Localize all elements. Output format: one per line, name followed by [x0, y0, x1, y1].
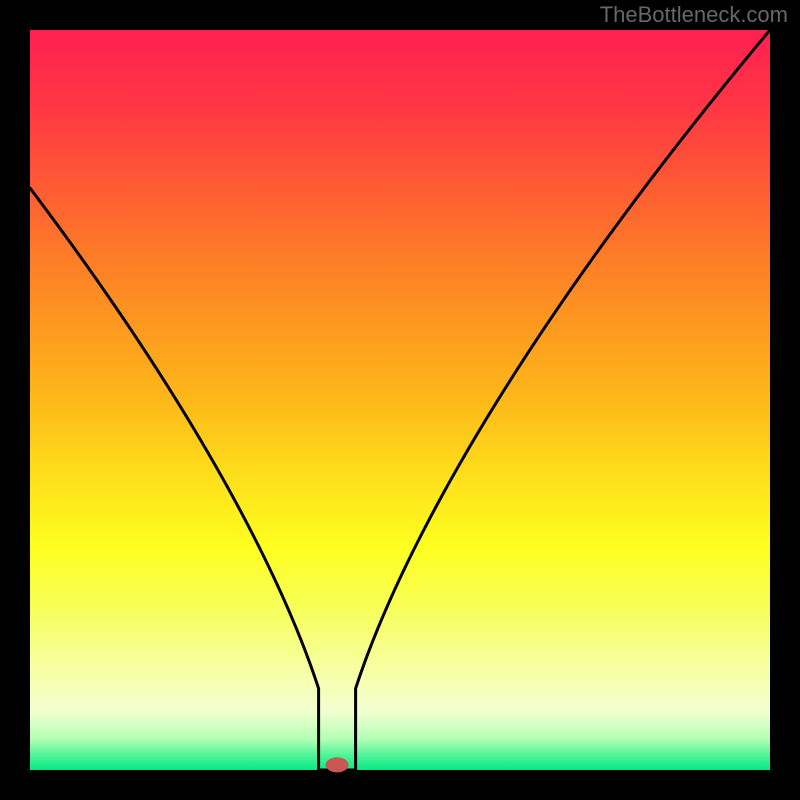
bottleneck-chart: [0, 0, 800, 800]
chart-container: TheBottleneck.com: [0, 0, 800, 800]
optimal-point-marker: [326, 758, 348, 772]
plot-area-background: [30, 30, 770, 770]
